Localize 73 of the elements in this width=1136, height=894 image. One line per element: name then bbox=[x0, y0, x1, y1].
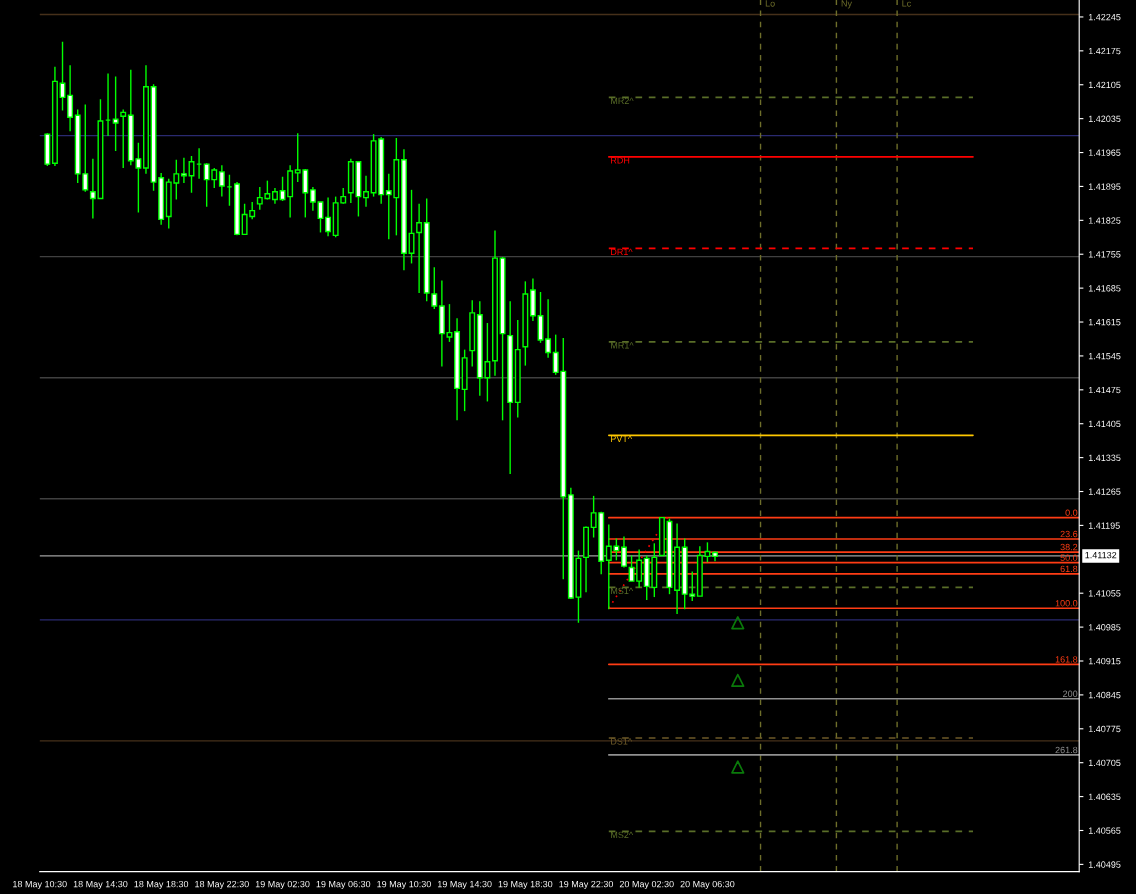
ref-line-label: Ny bbox=[841, 0, 852, 9]
y-tick-label: 1.42105 bbox=[1088, 81, 1121, 89]
y-tick-label: 1.40845 bbox=[1088, 691, 1121, 699]
y-tick-label: 1.40495 bbox=[1088, 861, 1121, 868]
y-tick-label: 1.40985 bbox=[1088, 624, 1121, 631]
ref-line-label: Lo bbox=[765, 0, 775, 7]
y-tick-label: 1.41755 bbox=[1088, 251, 1121, 258]
y-tick-label: 1.41965 bbox=[1088, 149, 1121, 156]
x-tick-label: 19 May 10:30 bbox=[377, 880, 431, 890]
candlestick bbox=[325, 196, 332, 238]
candlestick bbox=[363, 175, 369, 208]
point bbox=[731, 616, 745, 630]
y-tick-label: 1.42175 bbox=[1088, 47, 1121, 55]
point bbox=[731, 673, 745, 688]
y-tick-label: 1.41195 bbox=[1088, 522, 1120, 529]
y-tick-label: 1.42035 bbox=[1088, 115, 1121, 122]
series-label: MS2^ bbox=[611, 831, 634, 839]
ref-line-label: Lc bbox=[902, 0, 911, 7]
y-tick-label: 1.41545 bbox=[1088, 352, 1121, 360]
series-label: 23.6 bbox=[1060, 530, 1078, 538]
y-tick-label: 1.41825 bbox=[1088, 217, 1121, 224]
y-tick-label: 1.40635 bbox=[1088, 793, 1121, 800]
candlestick bbox=[408, 189, 415, 265]
x-tick-label: 19 May 06:30 bbox=[316, 880, 371, 890]
series-label: DR1^ bbox=[611, 248, 633, 255]
x-tick-label: 18 May 18:30 bbox=[134, 880, 189, 890]
series-label: RDH bbox=[611, 157, 630, 164]
y-tick-label: 1.41475 bbox=[1088, 386, 1121, 394]
candlestick bbox=[620, 535, 627, 569]
ref-line-label: 1.41132 bbox=[1085, 551, 1117, 559]
x-tick-label: 19 May 22:30 bbox=[559, 880, 614, 890]
x-tick-label: 18 May 14:30 bbox=[73, 880, 128, 890]
x-tick-label: 19 May 02:30 bbox=[255, 880, 310, 890]
point bbox=[731, 760, 745, 774]
y-tick-label: 1.42245 bbox=[1088, 13, 1121, 21]
y-tick-label: 1.40775 bbox=[1088, 725, 1121, 733]
series-label: 161.8 bbox=[1055, 656, 1078, 663]
candlestick bbox=[67, 64, 74, 132]
x-tick-label: 19 May 14:30 bbox=[437, 880, 492, 890]
y-tick-label: 1.41895 bbox=[1088, 183, 1121, 190]
candlestick bbox=[309, 186, 316, 212]
candlestick bbox=[545, 298, 552, 359]
candlestick bbox=[112, 75, 119, 152]
candlestick bbox=[218, 164, 225, 198]
series-label: 38.2 bbox=[1060, 543, 1078, 551]
x-tick-label: 20 May 02:30 bbox=[619, 880, 674, 890]
x-tick-label: 19 May 18:30 bbox=[498, 880, 553, 890]
series-label: DS1^ bbox=[611, 738, 633, 745]
series-label: 0.0 bbox=[1065, 509, 1078, 516]
y-tick-label: 1.41265 bbox=[1088, 488, 1121, 495]
candlestick bbox=[180, 157, 187, 184]
series-label: 261.8 bbox=[1055, 746, 1078, 754]
y-tick-label: 1.40705 bbox=[1088, 759, 1121, 767]
series-label: 100.0 bbox=[1055, 600, 1078, 607]
candlestick bbox=[120, 108, 127, 169]
series-label: 61.8 bbox=[1060, 565, 1078, 573]
x-tick-label: 18 May 10:30 bbox=[13, 880, 67, 890]
series-label: MS1^ bbox=[611, 587, 634, 595]
y-tick-label: 1.40565 bbox=[1088, 827, 1121, 834]
x-tick-label: 18 May 22:30 bbox=[195, 880, 249, 890]
series-label: 50.0 bbox=[1060, 554, 1078, 561]
y-tick-label: 1.41405 bbox=[1088, 420, 1121, 428]
y-tick-label: 1.41335 bbox=[1088, 454, 1121, 461]
y-tick-label: 1.40915 bbox=[1088, 657, 1121, 665]
series-label: MR2^ bbox=[611, 97, 634, 104]
series-label: PVT^ bbox=[611, 435, 633, 442]
series-label: MR1^ bbox=[611, 342, 634, 349]
y-tick-label: 1.41685 bbox=[1088, 285, 1121, 292]
candlestick bbox=[416, 203, 423, 294]
y-tick-label: 1.41615 bbox=[1088, 318, 1121, 326]
x-tick-label: 20 May 06:30 bbox=[680, 880, 735, 890]
y-tick-label: 1.41055 bbox=[1088, 590, 1121, 597]
series-label: 200 bbox=[1063, 690, 1078, 697]
